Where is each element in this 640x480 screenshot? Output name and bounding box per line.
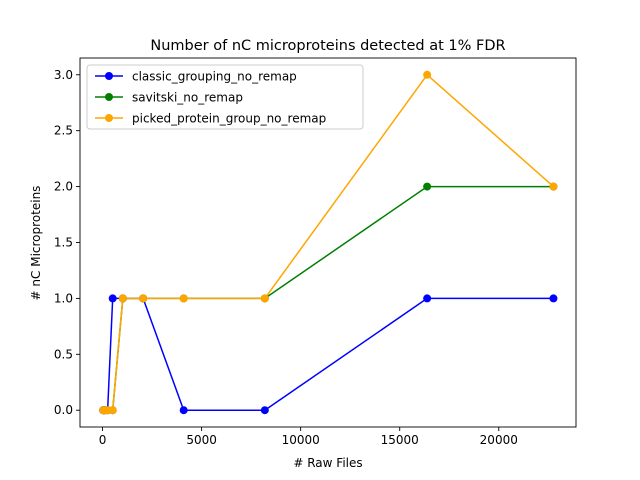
legend-box [86, 64, 364, 130]
series-2-point [179, 294, 188, 303]
series-0-point [179, 406, 188, 415]
chart-title: Number of nC microproteins detected at 1… [150, 38, 505, 54]
series-0-point [108, 294, 117, 303]
x-tick-label: 15000 [381, 433, 419, 447]
x-tick-label: 5000 [186, 433, 217, 447]
x-tick-label: 20000 [480, 433, 518, 447]
y-tick-label: 0.0 [54, 403, 73, 417]
series-0-point [260, 406, 269, 415]
series-1-point [423, 182, 432, 191]
plot-area [99, 70, 558, 415]
legend-label: picked_protein_group_no_remap [132, 112, 326, 126]
legend-label: savitski_no_remap [132, 91, 243, 105]
y-tick-label: 2.0 [54, 180, 73, 194]
y-tick-label: 2.5 [54, 124, 73, 138]
x-tick-label: 10000 [282, 433, 320, 447]
x-tick-label: 0 [99, 433, 107, 447]
series-0-point [549, 294, 558, 303]
y-tick-label: 1.5 [54, 236, 73, 250]
legend-marker [105, 93, 113, 101]
series-2-point [108, 406, 117, 415]
series-2-point [139, 294, 148, 303]
series-0-point [423, 294, 432, 303]
legend-label: classic_grouping_no_remap [132, 70, 297, 84]
y-tick-label: 1.0 [54, 291, 73, 305]
series-2-point [118, 294, 127, 303]
y-tick-label: 3.0 [54, 68, 73, 82]
series-2-point [260, 294, 269, 303]
legend-marker [105, 114, 113, 122]
y-axis-label: # nC Microproteins [29, 186, 43, 301]
series-2-point [423, 70, 432, 79]
y-tick-label: 0.5 [54, 347, 73, 361]
series-2-point [549, 182, 558, 191]
legend-marker [105, 72, 113, 80]
axes: 0 5000 10000 15000 20000 0.0 0.5 1.0 1.5 2.0 2.5 3.… [54, 57, 577, 447]
legend: classic_grouping_no_remap savitski_no_rem… [86, 64, 364, 130]
x-axis-label: # Raw Files [293, 456, 362, 470]
